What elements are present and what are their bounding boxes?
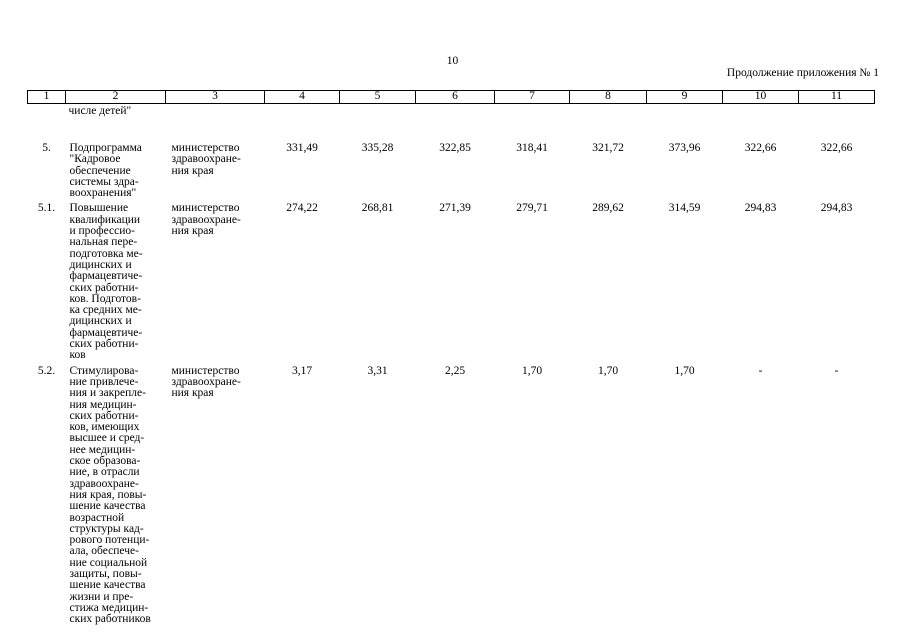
page-number: 10	[446, 55, 459, 67]
appendix-table: 1 2 3 4 5 6 7 8 9 10 11 числе детей" 5. …	[27, 90, 875, 629]
value-cell: 373,96	[668, 142, 701, 154]
column-number-cell: 4	[264, 90, 340, 104]
value-cell: 1,70	[521, 364, 543, 377]
empty-cell	[28, 104, 66, 120]
executor: министерство здравоохране- ния края	[171, 364, 241, 400]
column-number-cell: 10	[722, 90, 799, 104]
value-cell: 271,39	[439, 202, 471, 215]
row-number: 5.	[42, 142, 51, 154]
value-cell: 322,66	[820, 142, 853, 154]
column-number-cell: 7	[494, 90, 570, 104]
value-cell: 279,71	[516, 202, 548, 215]
value-cell: 1,70	[597, 364, 619, 377]
column-number-cell: 8	[569, 90, 647, 104]
table-row-5: 5. Подпрограмма "Кадровое обеспечение си…	[28, 119, 875, 203]
continuation-note: Продолжение приложения № 1	[726, 67, 879, 79]
value-cell: 335,28	[361, 142, 394, 154]
carryover-row: числе детей"	[28, 104, 875, 120]
value-cell: 294,83	[820, 202, 853, 215]
value-cell: 1,70	[674, 364, 695, 377]
value-cell: 321,72	[592, 142, 624, 154]
value-cell: 314,59	[668, 202, 701, 215]
row-number: 5.1.	[37, 202, 56, 215]
value-cell: 318,41	[516, 142, 548, 154]
value-cell: 274,22	[286, 202, 318, 215]
value-cell: 322,66	[744, 142, 777, 154]
column-number-cell: 3	[165, 90, 265, 104]
table-row-5-2: 5.2. Стимулирова- ние привлече- ния и за…	[28, 364, 875, 630]
program-name: Повышение квалификации и профессио- наль…	[69, 202, 143, 362]
program-name: Стимулирова- ние привлече- ния и закрепл…	[69, 364, 151, 626]
column-number-cell: 6	[415, 90, 495, 104]
program-name: Подпрограмма "Кадровое обеспечение систе…	[69, 142, 142, 200]
column-number-cell: 2	[65, 90, 166, 104]
column-number-cell: 1	[27, 90, 66, 104]
column-number-cell: 9	[646, 90, 723, 104]
column-numbers-row: 1 2 3 4 5 6 7 8 9 10 11	[27, 90, 875, 104]
empty-cell	[166, 104, 875, 120]
executor: министерство здравоохране- ния края	[171, 202, 241, 238]
column-number-cell: 11	[798, 90, 875, 104]
column-number-cell: 5	[339, 90, 416, 104]
value-cell: 3,17	[291, 364, 313, 377]
carryover-text: числе детей"	[68, 105, 132, 117]
value-cell: -	[758, 364, 763, 377]
value-cell: 289,62	[592, 202, 624, 215]
value-cell: 322,85	[439, 142, 471, 154]
value-cell: 331,49	[286, 142, 318, 154]
executor: министерство здравоохране- ния края	[171, 142, 241, 177]
value-cell: 294,83	[744, 202, 777, 215]
value-cell: -	[834, 364, 839, 377]
value-cell: 2,25	[444, 364, 466, 377]
value-cell: 3,31	[367, 364, 388, 377]
value-cell: 268,81	[361, 202, 394, 215]
table-row-5-1: 5.1. Повышение квалификации и профессио-…	[28, 203, 875, 365]
row-number: 5.2.	[37, 364, 56, 377]
